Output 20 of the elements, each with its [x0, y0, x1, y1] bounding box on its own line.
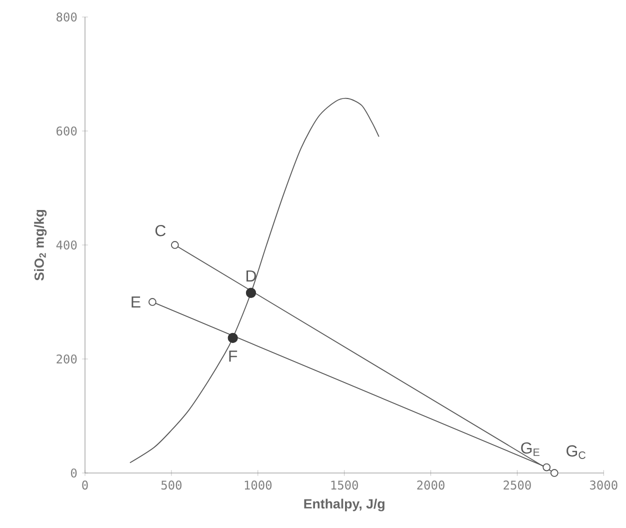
y-tick-label: 0	[71, 468, 77, 478]
y-tick-label: 600	[56, 126, 77, 136]
annotation: F	[229, 350, 238, 362]
annotation: G$_{C}$	[566, 445, 586, 459]
y-tick-label: 200	[56, 354, 77, 364]
x-tick-label: 1500	[331, 480, 358, 490]
annotation: C	[155, 224, 166, 236]
annotation: E	[132, 296, 140, 308]
annotation: G$_{E}$	[521, 442, 540, 456]
x-tick-label: 3000	[590, 480, 618, 490]
x-tick-label: 2500	[504, 480, 531, 490]
x-tick-label: 500	[161, 480, 182, 490]
x-tick-label: 1000	[244, 480, 272, 490]
x-tick-label: 2000	[417, 480, 444, 490]
y-tick-label: 400	[56, 240, 77, 250]
y-tick-label: 800	[56, 12, 77, 22]
y-axis-title: SiO$_{2}$ mg/kg	[34, 210, 47, 281]
x-axis-title: Enthalpy, J/g	[304, 498, 384, 512]
x-tick-label: 0	[82, 480, 88, 490]
annotation: D	[246, 270, 256, 282]
